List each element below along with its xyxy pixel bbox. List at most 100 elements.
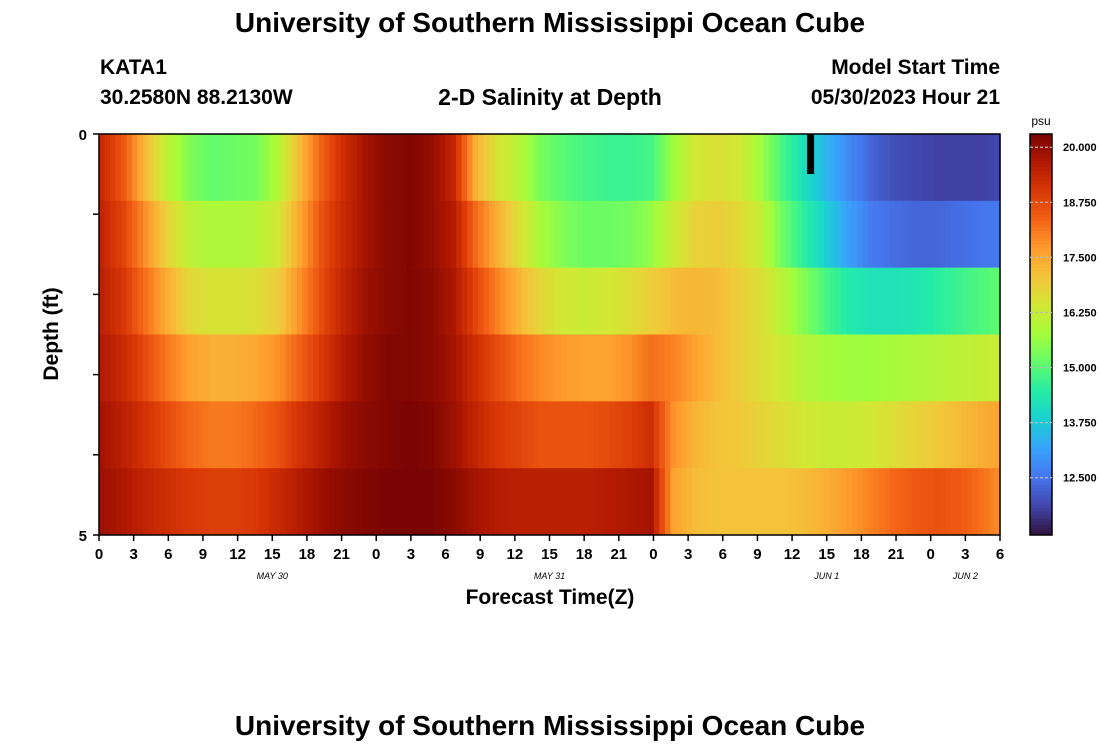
heatmap-cell [461, 134, 468, 202]
heatmap-cell [511, 334, 518, 402]
heatmap-cell [252, 200, 259, 268]
heatmap-cell [494, 134, 501, 202]
colorbar-swatch [1030, 210, 1052, 215]
heatmap-cell [829, 401, 836, 469]
heatmap-cell [115, 267, 122, 335]
colorbar-swatch [1030, 401, 1052, 406]
colorbar-swatch [1030, 367, 1052, 372]
heatmap-cell [280, 468, 287, 536]
heatmap-cell [153, 334, 161, 402]
colorbar-swatch [1030, 301, 1052, 305]
heatmap-cells [99, 134, 1001, 536]
heatmap-cell [868, 401, 875, 469]
heatmap-cell [428, 200, 435, 268]
colorbar-swatch [1030, 194, 1052, 198]
heatmap-cell [379, 200, 386, 268]
heatmap-cell [648, 200, 655, 268]
heatmap-cell [148, 334, 155, 402]
heatmap-cell [681, 468, 688, 536]
heatmap-cell [565, 334, 573, 402]
heatmap-cell [225, 267, 232, 335]
heatmap-cell [406, 468, 413, 536]
heatmap-cell [445, 334, 452, 402]
heatmap-cell [785, 267, 792, 335]
heatmap-cell [252, 468, 259, 536]
heatmap-cell [450, 267, 457, 335]
heatmap-cell [829, 468, 836, 536]
heatmap-cell [813, 134, 820, 202]
heatmap-cell [241, 334, 248, 402]
heatmap-cell [714, 468, 721, 536]
y-axis-label: Depth (ft) [40, 287, 63, 380]
colorbar-swatch [1030, 474, 1052, 479]
heatmap-cell [197, 401, 204, 469]
heatmap-cell [494, 267, 501, 335]
heatmap-cell [208, 468, 215, 536]
heatmap-cell [181, 401, 188, 469]
colorbar-swatch [1030, 230, 1052, 235]
heatmap-cell [412, 267, 419, 335]
heatmap-cell [950, 267, 957, 335]
heatmap-cell [939, 334, 946, 402]
heatmap-cell [516, 468, 523, 536]
heatmap-cell [912, 334, 919, 402]
heatmap-cell [236, 267, 243, 335]
heatmap-cell [895, 334, 902, 402]
heatmap-cell [785, 200, 792, 268]
heatmap-cell [164, 267, 172, 335]
colorbar-swatch [1030, 341, 1052, 346]
heatmap-cell [538, 134, 545, 202]
heatmap-cell [637, 468, 644, 536]
heatmap-cell [456, 134, 463, 202]
heatmap-cell [972, 267, 979, 335]
heatmap-cell [637, 134, 644, 202]
heatmap-cell [769, 267, 776, 335]
heatmap-cell [483, 200, 490, 268]
date-label: JUN 1 [813, 571, 839, 581]
colorbar-swatch [1030, 434, 1052, 439]
heatmap-cell [846, 468, 853, 536]
heatmap-cell [329, 267, 336, 335]
heatmap-cell [522, 267, 529, 335]
heatmap-cell [203, 267, 210, 335]
heatmap-cell [802, 468, 809, 536]
heatmap-cell [489, 200, 496, 268]
heatmap-cell [296, 200, 303, 268]
heatmap-cell [483, 134, 490, 202]
heatmap-cell [895, 468, 902, 536]
heatmap-cell [653, 200, 660, 268]
heatmap-cell [461, 334, 468, 402]
heatmap-cell [384, 401, 391, 469]
heatmap-cell [450, 200, 457, 268]
heatmap-cell [730, 200, 737, 268]
heatmap-cell [763, 200, 770, 268]
colorbar-tick-label: 16.250 [1063, 307, 1097, 319]
heatmap-cell [329, 334, 336, 402]
heatmap-cell [395, 334, 402, 402]
heatmap-cell [357, 200, 364, 268]
heatmap-cell [461, 267, 468, 335]
heatmap-cell [164, 401, 172, 469]
heatmap-cell [263, 200, 270, 268]
heatmap-cell [241, 468, 248, 536]
heatmap-cell [192, 134, 199, 202]
heatmap-cell [511, 401, 518, 469]
heatmap-cell [868, 267, 875, 335]
heatmap-cell [587, 468, 595, 536]
colorbar-swatch [1030, 504, 1052, 509]
heatmap-cell [247, 468, 254, 536]
heatmap-cell [126, 401, 133, 469]
heatmap-cell [203, 468, 210, 536]
heatmap-cell [939, 401, 946, 469]
heatmap-cell [516, 134, 523, 202]
colorbar-swatch [1030, 324, 1052, 329]
heatmap-cell [725, 134, 732, 202]
heatmap-cell [412, 200, 419, 268]
heatmap-cell [467, 334, 474, 402]
heatmap-cell [939, 134, 946, 202]
heatmap-cell [203, 200, 210, 268]
x-tick-label: 21 [333, 546, 350, 563]
heatmap-cell [131, 401, 139, 469]
heatmap-cell [335, 468, 342, 536]
colorbar-swatch [1030, 271, 1052, 275]
